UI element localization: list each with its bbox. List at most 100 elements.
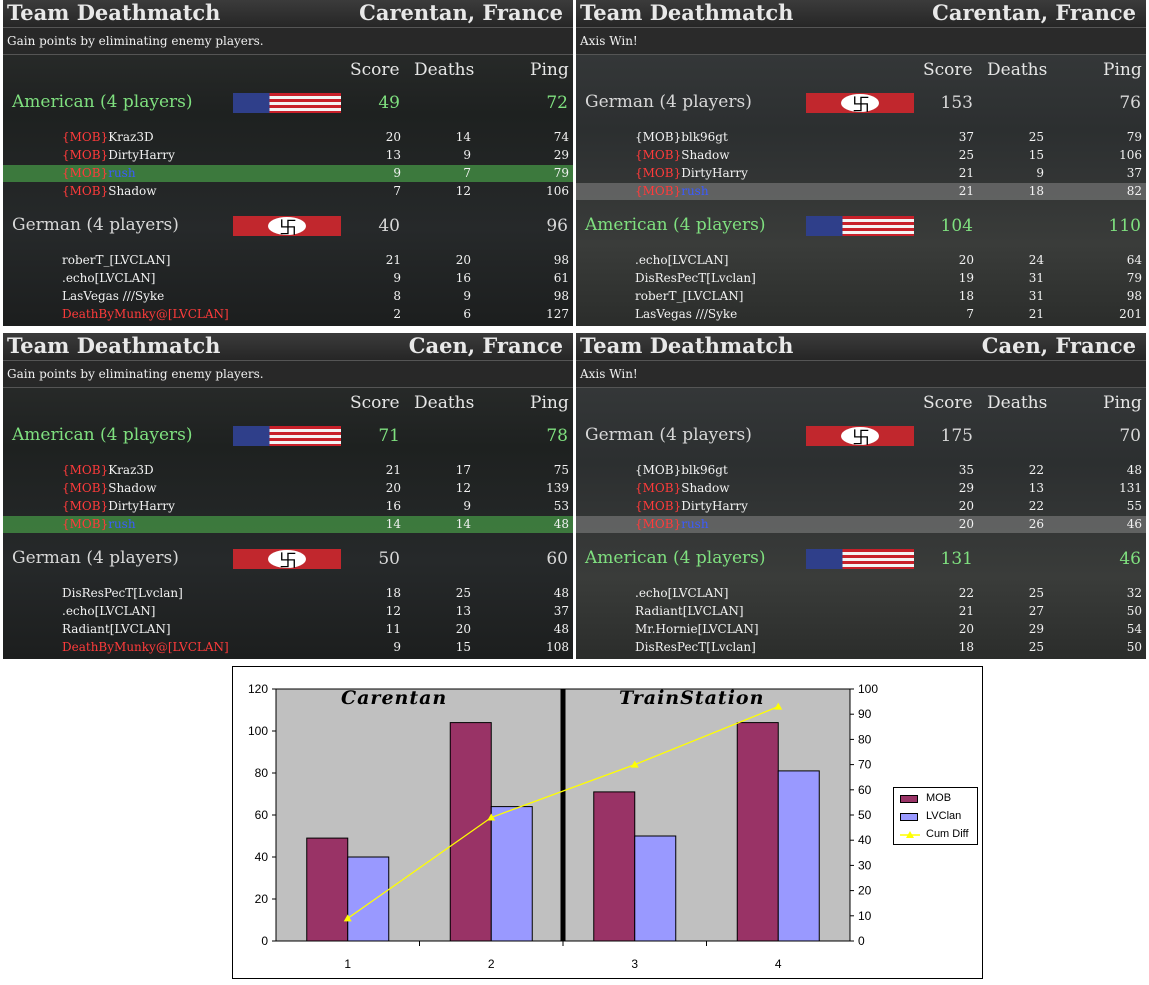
player-ping: 48: [553, 586, 569, 600]
player-row: {MOB}DirtyHarry 16 9 53: [3, 498, 573, 515]
player-score: 20: [958, 622, 974, 636]
player-handle: {MOB}blk96gt: [635, 463, 728, 477]
player-deaths: 15: [1028, 148, 1044, 162]
player-handle: .echo[LVCLAN]: [635, 586, 729, 600]
player-deaths: 20: [455, 253, 471, 267]
bar-lvclan: [490, 806, 533, 942]
y-tick-label: 80: [255, 766, 269, 780]
player-handle: DeathByMunky@[LVCLAN]: [62, 307, 229, 321]
player-clan-tag: {MOB}: [635, 499, 682, 513]
player-clan-tag: {MOB}: [635, 481, 682, 495]
team-score: 104: [940, 216, 973, 236]
team-name: American (4 players): [12, 92, 193, 112]
player-ping: 74: [553, 130, 569, 144]
player-ping: 48: [553, 622, 569, 636]
scoreboard-subtitle: Axis Win!: [576, 361, 1146, 388]
player-clan-tag: {MOB}: [62, 481, 109, 495]
player-score: 13: [385, 148, 401, 162]
player-ping: 53: [553, 499, 569, 513]
player-deaths: 18: [1028, 184, 1044, 198]
player-ping: 48: [553, 517, 569, 531]
player-deaths: 16: [455, 271, 471, 285]
y-tick-label: 120: [248, 682, 268, 696]
col-deaths-header: Deaths: [414, 60, 475, 80]
annotation-carentan: Carentan: [341, 687, 447, 709]
player-row: LasVegas ///Syke 8 9 98: [3, 288, 573, 305]
point-cum-diff: [487, 813, 496, 821]
player-handle: DirtyHarry: [108, 148, 175, 162]
player-deaths: 25: [1028, 640, 1044, 654]
player-handle: .echo[LVCLAN]: [635, 253, 729, 267]
player-deaths: 26: [1028, 517, 1044, 531]
team-score: 49: [378, 93, 400, 113]
player-clan-tag: {MOB}: [62, 184, 109, 198]
player-name: DisResPecT[Lvclan]: [635, 640, 756, 654]
player-ping: 54: [1126, 622, 1142, 636]
bar-mob: [593, 791, 636, 942]
player-name: .echo[LVCLAN]: [635, 586, 728, 600]
scoreboard-subtitle: Gain points by eliminating enemy players…: [3, 28, 573, 55]
team-ping: 76: [1119, 93, 1141, 113]
player-row: {MOB}Shadow 20 12 139: [3, 480, 573, 497]
player-score: 35: [958, 463, 974, 477]
scoreboard-header: Team Deathmatch Caen, France: [3, 333, 573, 361]
player-row: roberT_[LVCLAN] 21 20 98: [3, 252, 573, 269]
player-ping: 131: [1119, 481, 1142, 495]
player-ping: 32: [1126, 586, 1142, 600]
player-handle: DirtyHarry: [108, 499, 175, 513]
player-ping: 98: [1126, 289, 1142, 303]
player-deaths: 25: [455, 586, 471, 600]
team-name: American (4 players): [585, 215, 766, 235]
player-name: DeathByMunky@[LVCLAN]: [62, 307, 229, 321]
player-row: .echo[LVCLAN] 9 16 61: [3, 270, 573, 287]
y-tick-label: 0: [261, 934, 268, 948]
annotation-trainstation: TrainStation: [619, 687, 764, 709]
player-deaths: 25: [1028, 586, 1044, 600]
player-name: {MOB}DirtyHarry: [62, 148, 175, 162]
team-name: German (4 players): [585, 425, 752, 445]
player-deaths: 9: [463, 289, 471, 303]
game-mode: Team Deathmatch: [7, 333, 221, 358]
player-deaths: 6: [463, 307, 471, 321]
player-row: {MOB}Shadow 7 12 106: [3, 183, 573, 200]
point-cum-diff: [343, 914, 352, 922]
player-handle: Kraz3D: [108, 463, 154, 477]
player-handle: Shadow: [108, 184, 157, 198]
player-name: {MOB}rush: [62, 517, 136, 531]
player-clan-tag: {MOB}: [62, 499, 109, 513]
scoreboard-header: Team Deathmatch Caen, France: [576, 333, 1146, 361]
player-score: 20: [958, 499, 974, 513]
player-row: Mr.Hornie[LVCLAN] 20 29 54: [576, 621, 1146, 638]
legend-item-lvclan: LVClan: [900, 810, 980, 824]
team-score: 175: [940, 426, 973, 446]
player-clan-tag: {MOB}: [62, 517, 109, 531]
player-ping: 37: [553, 604, 569, 618]
legend-label-lvclan: LVClan: [926, 810, 962, 822]
y-tick-label: 100: [248, 724, 268, 738]
player-ping: 201: [1119, 307, 1142, 321]
player-handle: Shadow: [681, 148, 730, 162]
y2-tick-label: 0: [858, 934, 865, 948]
player-handle: roberT_[LVCLAN]: [635, 289, 744, 303]
line-cum-diff: [347, 706, 779, 919]
scoreboard-panel: Team Deathmatch Caen, France Axis Win! Sco…: [576, 333, 1146, 659]
player-row: Radiant[LVCLAN] 21 27 50: [576, 603, 1146, 620]
player-score: 9: [393, 640, 401, 654]
player-deaths: 29: [1028, 622, 1044, 636]
team-name: German (4 players): [12, 548, 179, 568]
player-row: {MOB}DirtyHarry 20 22 55: [576, 498, 1146, 515]
player-handle: rush: [681, 517, 709, 531]
x-tick-label: 4: [775, 957, 782, 971]
player-deaths: 31: [1028, 289, 1044, 303]
player-handle: .echo[LVCLAN]: [62, 604, 156, 618]
point-cum-diff: [774, 702, 783, 710]
team-ping: 110: [1108, 216, 1141, 236]
player-deaths: 14: [455, 130, 471, 144]
y2-tick-label: 70: [858, 758, 872, 772]
player-handle: DisResPecT[Lvclan]: [635, 271, 756, 285]
player-name: Radiant[LVCLAN]: [635, 604, 744, 618]
player-score: 20: [385, 481, 401, 495]
player-clan-tag: {MOB}: [62, 166, 109, 180]
y2-tick-label: 80: [858, 732, 872, 746]
player-deaths: 7: [463, 166, 471, 180]
